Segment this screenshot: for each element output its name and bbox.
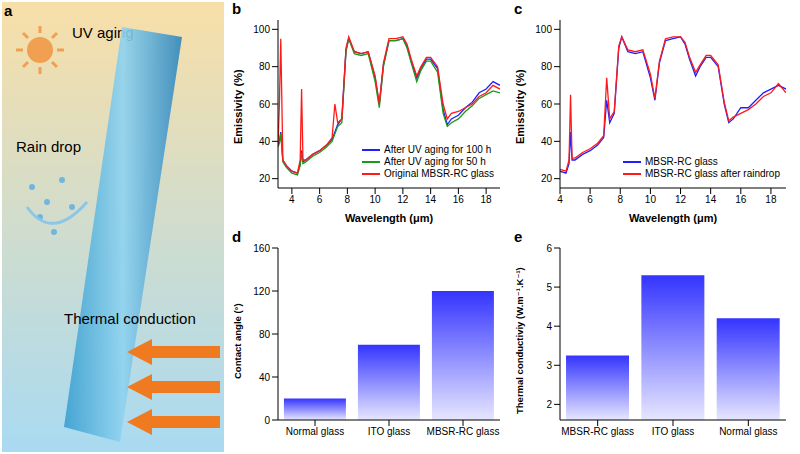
- svg-text:10: 10: [370, 194, 382, 205]
- svg-text:80: 80: [541, 61, 553, 72]
- html-text:b: b: [232, 0, 242, 17]
- html-text:After UV aging for 50 h: After UV aging for 50 h: [384, 156, 486, 167]
- svg-text:Emissivity (%): Emissivity (%): [514, 69, 526, 144]
- svg-text:2: 2: [546, 399, 552, 410]
- svg-text:4: 4: [557, 194, 563, 205]
- svg-text:100: 100: [253, 24, 270, 35]
- svg-text:40: 40: [541, 136, 553, 147]
- svg-text:Thermal conduction: Thermal conduction: [64, 310, 196, 327]
- svg-text:18: 18: [765, 194, 777, 205]
- svg-text:MBSR-RC glass: MBSR-RC glass: [427, 426, 500, 437]
- svg-text:40: 40: [259, 136, 271, 147]
- svg-text:18: 18: [481, 194, 493, 205]
- html-text:MBSR-RC glass: MBSR-RC glass: [645, 156, 718, 167]
- svg-text:60: 60: [541, 99, 553, 110]
- svg-text:20: 20: [259, 173, 271, 184]
- html-text:MBSR-RC glass after raindrop: MBSR-RC glass after raindrop: [645, 168, 780, 179]
- svg-text:60: 60: [259, 99, 271, 110]
- svg-text:6: 6: [587, 194, 593, 205]
- svg-text:Normal glass: Normal glass: [286, 426, 344, 437]
- svg-text:12: 12: [675, 194, 687, 205]
- svg-text:12: 12: [397, 194, 409, 205]
- svg-text:Rain drop: Rain drop: [16, 138, 81, 155]
- svg-text:6: 6: [546, 243, 552, 254]
- svg-text:6: 6: [317, 194, 323, 205]
- html-text:e: e: [514, 228, 523, 245]
- svg-text:8: 8: [345, 194, 351, 205]
- svg-text:100: 100: [535, 24, 552, 35]
- html-text:Original MBSR-RC glass: Original MBSR-RC glass: [384, 168, 494, 179]
- svg-text:120: 120: [253, 286, 270, 297]
- svg-text:80: 80: [259, 329, 271, 340]
- svg-text:Normal glass: Normal glass: [719, 426, 777, 437]
- svg-text:UV aging: UV aging: [72, 24, 134, 41]
- svg-text:16: 16: [735, 194, 747, 205]
- svg-text:14: 14: [425, 194, 437, 205]
- html-text:c: c: [514, 0, 523, 17]
- svg-text:40: 40: [259, 372, 271, 383]
- html-text:After UV aging for 100 h: After UV aging for 100 h: [384, 144, 492, 155]
- svg-text:Emissivity (%): Emissivity (%): [232, 69, 244, 144]
- svg-text:MBSR-RC glass: MBSR-RC glass: [561, 426, 634, 437]
- html-text:a: a: [4, 2, 13, 19]
- svg-text:3: 3: [546, 360, 552, 371]
- svg-text:20: 20: [541, 173, 553, 184]
- svg-text:14: 14: [705, 194, 717, 205]
- svg-text:Contact angle (°): Contact angle (°): [232, 303, 243, 379]
- svg-text:ITO glass: ITO glass: [368, 426, 411, 437]
- svg-text:10: 10: [645, 194, 657, 205]
- svg-text:Wavelength (μm): Wavelength (μm): [629, 212, 718, 224]
- svg-text:8: 8: [617, 194, 623, 205]
- svg-text:16: 16: [453, 194, 465, 205]
- svg-text:4: 4: [546, 321, 552, 332]
- html-text:d: d: [232, 228, 242, 245]
- svg-text:4: 4: [289, 194, 295, 205]
- svg-text:5: 5: [546, 282, 552, 293]
- svg-text:0: 0: [264, 415, 270, 426]
- svg-text:Wavelength (μm): Wavelength (μm): [345, 212, 434, 224]
- svg-text:80: 80: [259, 61, 271, 72]
- svg-text:ITO glass: ITO glass: [652, 426, 695, 437]
- svg-text:160: 160: [253, 243, 270, 254]
- svg-text:Thermal conductiviy (W.m⁻¹.K⁻¹: Thermal conductiviy (W.m⁻¹.K⁻¹): [514, 267, 525, 414]
